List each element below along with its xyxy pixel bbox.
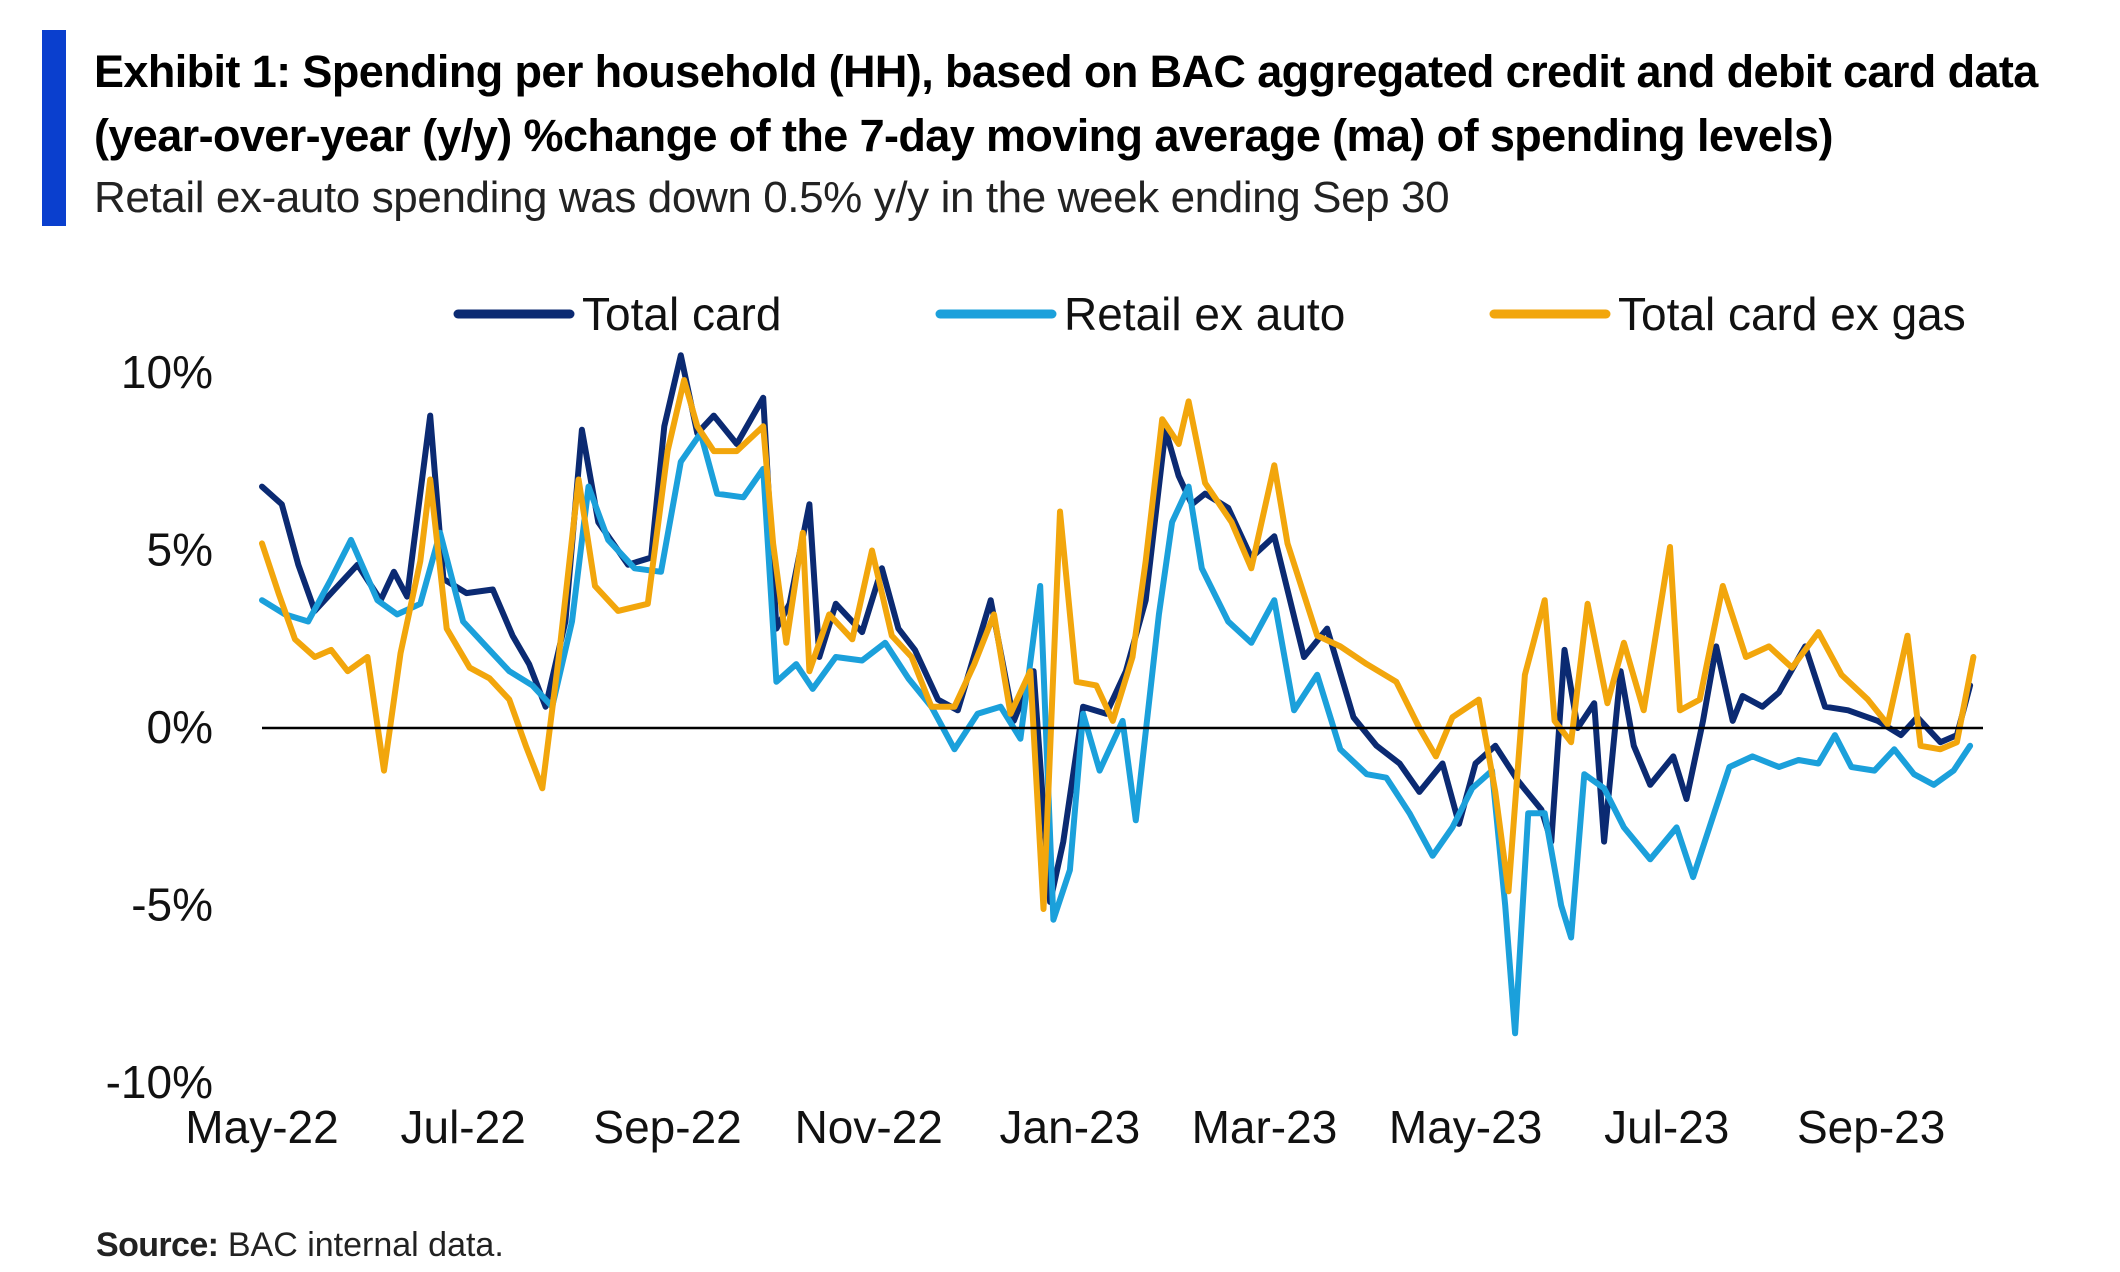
series-line-retail-ex-auto	[259, 430, 1974, 1037]
source-note: Source: BAC internal data.	[96, 1226, 504, 1265]
x-tick-label: Jul-23	[1604, 1101, 1729, 1153]
legend-item-retail-ex-auto: Retail ex auto	[935, 288, 1345, 340]
source-label: Source:	[96, 1226, 219, 1264]
page-subtitle: Retail ex-auto spending was down 0.5% y/…	[94, 173, 1450, 222]
accent-bar	[42, 30, 66, 226]
legend-label: Retail ex auto	[1064, 288, 1345, 340]
legend-item-total-card-ex-gas: Total card ex gas	[1489, 288, 1966, 340]
series-line-total-card-ex-gas	[259, 377, 1977, 912]
series-layer	[259, 352, 1977, 1037]
x-tick-label: Jan-23	[1000, 1101, 1141, 1153]
y-tick-label: -10%	[106, 1056, 213, 1108]
x-tick-label: Sep-22	[593, 1101, 741, 1153]
legend-item-total-card: Total card	[453, 288, 781, 340]
source-text: BAC internal data.	[227, 1226, 504, 1264]
x-axis: May-22 Jul-22 Sep-22 Nov-22 Jan-23 Mar-23 May-…	[185, 1101, 1945, 1153]
y-tick-label: 0%	[147, 701, 213, 753]
x-tick-label: May-23	[1389, 1101, 1542, 1153]
x-tick-label: Jul-22	[400, 1101, 525, 1153]
y-tick-label: 10%	[121, 346, 213, 398]
y-tick-label: 5%	[147, 524, 213, 576]
page-title: Exhibit 1: Spending per household (HH), …	[94, 46, 2038, 161]
x-tick-label: May-22	[185, 1101, 338, 1153]
x-tick-label: Sep-23	[1797, 1101, 1945, 1153]
x-tick-label: Nov-22	[795, 1101, 943, 1153]
x-tick-label: Mar-23	[1192, 1101, 1338, 1153]
legend-label: Total card ex gas	[1618, 288, 1966, 340]
line-chart: Total card Retail ex auto Total card ex ga…	[106, 288, 1983, 1153]
y-tick-label: -5%	[131, 879, 213, 931]
legend-label: Total card	[582, 288, 781, 340]
y-axis: 10% 5% 0% -5% -10%	[106, 346, 213, 1108]
chart-legend: Total card Retail ex auto Total card ex ga…	[453, 288, 1966, 340]
